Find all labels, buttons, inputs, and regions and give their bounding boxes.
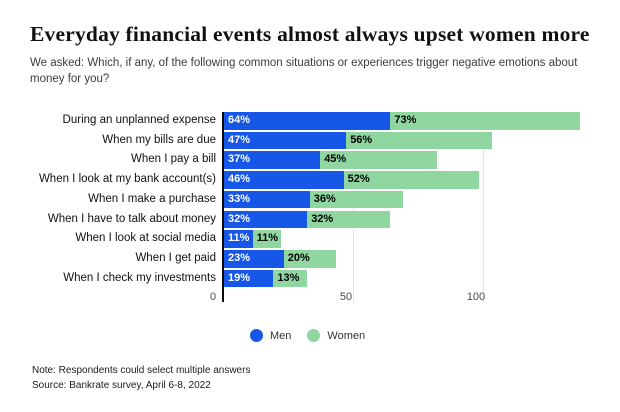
men-bar-segment: 46% <box>224 171 344 189</box>
bar-row: When I look at social media 11% 11% <box>0 230 620 248</box>
legend-swatch-men <box>250 329 263 342</box>
legend-item-women: Women <box>307 329 365 342</box>
gridline-100 <box>483 112 484 302</box>
women-bar-segment: 36% <box>309 190 404 209</box>
women-bar-segment: 20% <box>283 250 336 268</box>
legend-swatch-women <box>307 329 321 342</box>
note-line: Note: Respondents could select multiple … <box>32 365 251 376</box>
category-label: When I look at social media <box>75 232 216 245</box>
category-label: When I look at my bank account(s) <box>38 173 216 186</box>
category-label: When my bills are due <box>102 133 216 146</box>
x-tick-50: 50 <box>339 291 353 303</box>
category-label: When I make a purchase <box>88 192 216 205</box>
bar-row: When I get paid 23% 20% <box>0 250 620 268</box>
bar-chart-plot-area: During an unplanned expense 64% 73% When my… <box>0 112 620 312</box>
men-bar-segment: 64% <box>224 112 391 130</box>
legend-label: Men <box>270 329 292 342</box>
women-bar-segment: 52% <box>343 171 479 189</box>
men-bar-segment: 33% <box>224 190 310 209</box>
chart-subtitle: We asked: Which, if any, of the followin… <box>30 57 578 85</box>
x-tick-0: 0 <box>210 291 217 303</box>
men-bar-segment: 37% <box>224 151 321 169</box>
women-bar-segment: 32% <box>307 210 391 229</box>
bar-row: When I make a purchase 33% 36% <box>0 190 620 209</box>
category-label: When I get paid <box>135 252 216 265</box>
y-axis-baseline <box>222 112 224 302</box>
legend: Men Women <box>250 329 365 342</box>
women-bar-segment: 11% <box>252 230 282 248</box>
men-bar-segment: 19% <box>224 269 274 288</box>
x-tick-100: 100 <box>466 291 486 303</box>
women-bar-segment: 13% <box>273 269 308 288</box>
source-line: Source: Bankrate survey, April 6-8, 2022 <box>32 380 211 391</box>
bar-row: During an unplanned expense 64% 73% <box>0 112 620 130</box>
category-label: When I have to talk about money <box>47 212 216 225</box>
bar-row: When I pay a bill 37% 45% <box>0 151 620 169</box>
women-bar-segment: 56% <box>346 131 492 150</box>
legend-item-men: Men <box>250 329 291 342</box>
men-bar-segment: 32% <box>224 210 308 229</box>
category-label: When I pay a bill <box>130 153 216 166</box>
women-bar-segment: 73% <box>390 112 581 130</box>
women-bar-segment: 45% <box>320 151 438 169</box>
footnotes: Note: Respondents could select multiple … <box>32 363 250 393</box>
bar-row: When I check my investments 19% 13% <box>0 269 620 288</box>
bar-row: When I look at my bank account(s) 46% 52% <box>0 171 620 189</box>
chart-title: Everyday financial events almost always … <box>30 22 590 46</box>
men-bar-segment: 47% <box>224 131 347 150</box>
bar-row: When I have to talk about money 32% 32% <box>0 210 620 229</box>
legend-label: Women <box>327 329 366 342</box>
bar-row: When my bills are due 47% 56% <box>0 131 620 150</box>
category-label: During an unplanned expense <box>62 114 216 126</box>
men-bar-segment: 23% <box>224 250 284 268</box>
men-bar-segment: 11% <box>224 230 253 248</box>
category-label: When I check my investments <box>63 271 216 284</box>
